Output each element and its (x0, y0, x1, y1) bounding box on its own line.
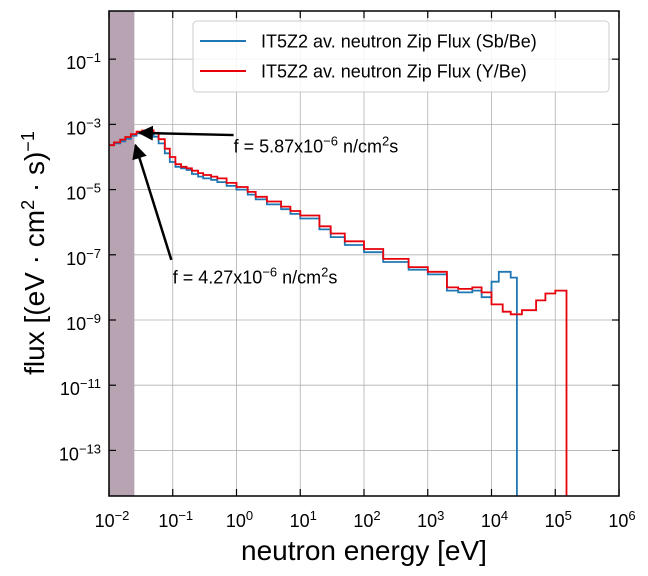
annotations-group: f = 5.87x10−6 n/cm2s f = 4.27x10−6 n/cm2s (132, 125, 399, 288)
x-tick-label: 102 (353, 508, 380, 532)
legend-label-y-be: IT5Z2 av. neutron Zip Flux (Y/Be) (261, 62, 527, 82)
legend-label-sb-be: IT5Z2 av. neutron Zip Flux (Sb/Be) (261, 32, 537, 52)
x-tick-label: 105 (545, 508, 572, 532)
shaded-integration-region (109, 11, 135, 496)
x-axis-label: neutron energy [eV] (241, 535, 487, 566)
y-tick-label: 10−3 (66, 115, 101, 139)
ticks-group: 10−2 10−1 100 101 102 103 104 105 106 10−13 10−11 1… (59, 11, 636, 531)
annotation-arrow (132, 143, 173, 261)
x-tick-label: 104 (481, 508, 508, 532)
x-tick-label: 100 (226, 508, 253, 532)
y-tick-label: 10−11 (60, 376, 101, 400)
series-line-y-be (109, 129, 568, 496)
y-axis-label: flux [(eV · cm2 · s)−1 (18, 131, 50, 375)
x-tick-label: 10−2 (95, 508, 130, 532)
legend-box (192, 20, 610, 93)
y-tick-label: 10−5 (66, 180, 101, 204)
annotation-arrow (137, 125, 234, 141)
y-tick-label: 10−1 (66, 50, 101, 74)
x-tick-label: 106 (608, 508, 635, 532)
y-tick-label: 10−9 (66, 311, 101, 335)
y-tick-label: 10−13 (59, 441, 101, 465)
legend: IT5Z2 av. neutron Zip Flux (Sb/Be) IT5Z2… (192, 20, 610, 93)
x-tick-label: 101 (290, 508, 317, 532)
shaded-region-group (109, 11, 135, 496)
annotation-label: f = 4.27x10−6 n/cm2s (173, 264, 338, 288)
x-tick-label: 10−1 (158, 508, 193, 532)
y-tick-label: 10−7 (66, 245, 101, 269)
x-tick-label: 103 (417, 508, 444, 532)
annotation-label: f = 5.87x10−6 n/cm2s (234, 133, 399, 157)
